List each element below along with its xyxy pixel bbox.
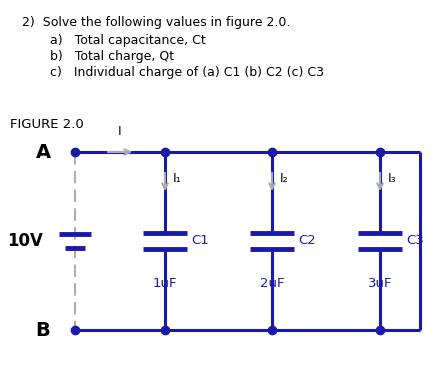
Text: C1: C1 [191,235,209,248]
Text: I₃: I₃ [388,172,396,185]
Text: I: I [118,125,122,138]
Text: 2uF: 2uF [260,277,284,290]
Text: C3: C3 [406,235,424,248]
Text: 1uF: 1uF [153,277,177,290]
Text: 2)  Solve the following values in figure 2.0.: 2) Solve the following values in figure … [22,16,290,29]
Text: FIGURE 2.0: FIGURE 2.0 [10,118,84,131]
Text: I₁: I₁ [173,172,182,185]
Text: 10V: 10V [7,232,43,250]
Text: A: A [35,142,51,162]
Text: a)   Total capacitance, Ct: a) Total capacitance, Ct [50,34,206,47]
Text: b)   Total charge, Qt: b) Total charge, Qt [50,50,174,63]
Text: c)   Individual charge of (a) C1 (b) C2 (c) C3: c) Individual charge of (a) C1 (b) C2 (c… [50,66,324,79]
Text: I₂: I₂ [280,172,289,185]
Text: C2: C2 [298,235,316,248]
Text: 3uF: 3uF [368,277,392,290]
Text: B: B [35,320,51,339]
